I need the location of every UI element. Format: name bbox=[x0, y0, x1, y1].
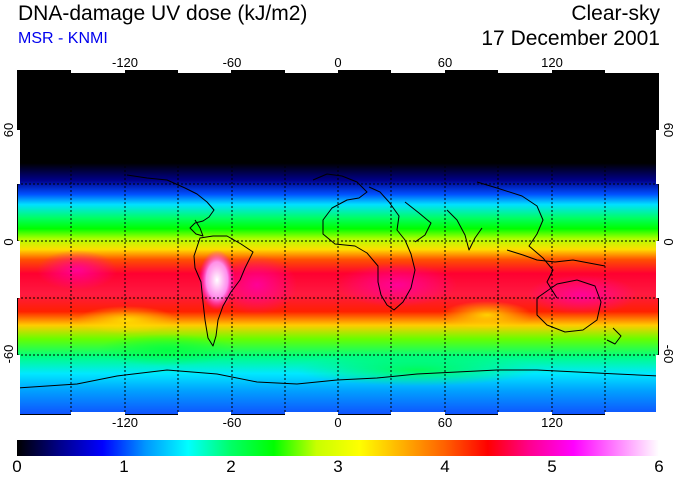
lon-bottom-label: 120 bbox=[541, 415, 563, 430]
moderate-dose-patch bbox=[442, 301, 532, 329]
coastlines bbox=[17, 173, 659, 389]
uv-dose-map bbox=[17, 70, 659, 415]
map-title: DNA-damage UV dose (kJ/m2) bbox=[18, 2, 308, 25]
colorbar-tick-label: 2 bbox=[226, 457, 236, 476]
map-border bbox=[17, 70, 659, 415]
lat-right-label: 60 bbox=[661, 122, 676, 138]
lon-bottom-label: -60 bbox=[222, 415, 242, 430]
coastline-indonesia bbox=[506, 249, 606, 267]
colorbar-tick-label: 3 bbox=[333, 457, 343, 476]
lat-right-label: 0 bbox=[661, 238, 676, 246]
colorbar-tick-label: 4 bbox=[440, 457, 450, 476]
lon-top-label: 60 bbox=[437, 55, 453, 70]
coastline-antarctica bbox=[17, 369, 659, 389]
sky-condition: Clear-sky bbox=[571, 2, 660, 25]
colorbar-tick-label: 0 bbox=[12, 457, 22, 476]
lon-top-label: 0 bbox=[334, 55, 342, 70]
moderate-dose-patch bbox=[77, 306, 177, 334]
peak-dose-patch bbox=[199, 250, 235, 310]
colorbar bbox=[17, 440, 659, 456]
high-dose-patch bbox=[337, 263, 457, 307]
lat-right-label: -60 bbox=[661, 344, 676, 364]
coastline-asia bbox=[476, 181, 558, 299]
high-dose-patch bbox=[37, 250, 117, 290]
credit-label: MSR - KNMI bbox=[18, 30, 108, 47]
graticule bbox=[17, 70, 659, 415]
coastline-new-zealand bbox=[606, 327, 622, 345]
coastline-arabia-india bbox=[404, 201, 483, 251]
lon-top-label: -120 bbox=[111, 55, 139, 70]
lat-left-label: 60 bbox=[1, 122, 16, 138]
colorbar-tick-label: 1 bbox=[119, 457, 129, 476]
lon-bottom-label: 60 bbox=[437, 415, 453, 430]
lat-left-label: 0 bbox=[1, 238, 16, 246]
colorbar-tick-label: 6 bbox=[654, 457, 664, 476]
lat-left-label: -60 bbox=[1, 344, 16, 364]
coastline-north-america bbox=[126, 174, 215, 237]
lon-bottom-label: -120 bbox=[111, 415, 139, 430]
lon-top-label: 120 bbox=[541, 55, 563, 70]
colorbar-tick-label: 5 bbox=[547, 457, 557, 476]
lon-bottom-label: 0 bbox=[334, 415, 342, 430]
lon-top-label: -60 bbox=[222, 55, 242, 70]
antarctic-dose-patch bbox=[297, 354, 537, 386]
coastline-south-america bbox=[193, 235, 254, 347]
high-dose-patch bbox=[527, 275, 637, 315]
colorbar-fill bbox=[17, 440, 659, 456]
map-date: 17 December 2001 bbox=[481, 27, 660, 50]
coastline-africa-europe bbox=[312, 173, 416, 311]
coastline-australia bbox=[536, 279, 602, 333]
high-dose-patch bbox=[217, 255, 297, 315]
southern-ocean-dose-patch bbox=[97, 334, 237, 366]
